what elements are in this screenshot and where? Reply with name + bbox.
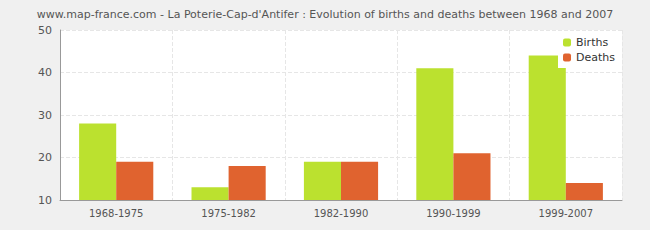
svg-text:www.map-france.com - La Poteri: www.map-france.com - La Poterie-Cap-d'An…: [37, 8, 614, 21]
svg-text:Births: Births: [576, 36, 608, 49]
svg-text:50: 50: [38, 24, 52, 37]
svg-text:1975-1982: 1975-1982: [201, 208, 256, 219]
svg-text:1999-2007: 1999-2007: [539, 208, 594, 219]
svg-text:20: 20: [38, 151, 52, 164]
svg-text:10: 10: [38, 194, 52, 207]
svg-text:40: 40: [38, 66, 52, 79]
svg-text:1990-1999: 1990-1999: [426, 208, 481, 219]
svg-text:1982-1990: 1982-1990: [314, 208, 369, 219]
svg-text:1968-1975: 1968-1975: [89, 208, 144, 219]
svg-text:30: 30: [38, 109, 52, 122]
svg-text:Deaths: Deaths: [576, 51, 615, 64]
